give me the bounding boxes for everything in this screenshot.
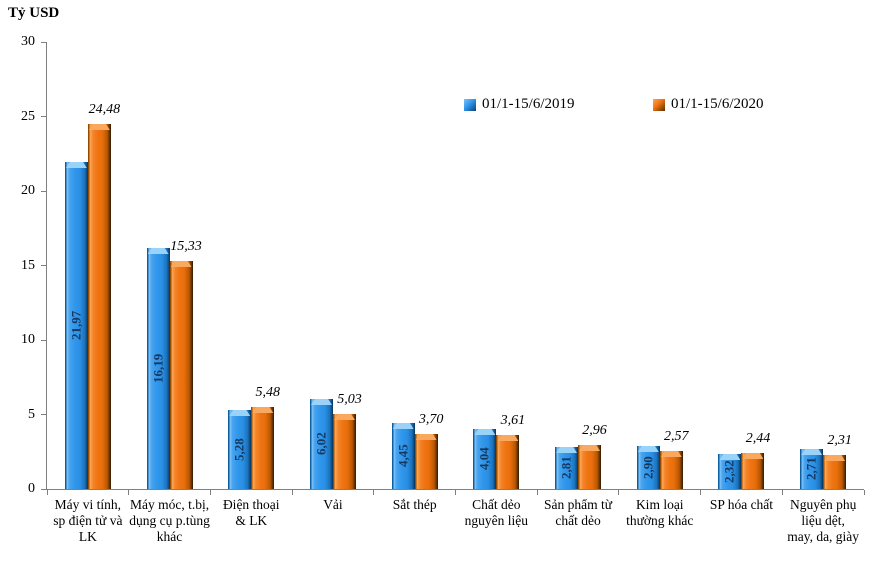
category-label: Điện thoại & LK [222,497,280,528]
bar-2020 [251,407,275,489]
x-axis-tick [781,490,783,495]
value-label-2020: 2,31 [827,433,852,448]
y-axis-tick [41,414,46,415]
y-axis-tick [41,339,46,341]
y-axis-title: Tỷ USD [8,5,60,21]
x-axis-tick [863,490,865,495]
category-label: Vải [323,497,343,512]
bar-2020 [741,453,765,489]
bar-2019: 16,19 [146,248,170,489]
y-tick-label: 10 [21,332,35,347]
value-label-2020: 2,57 [664,429,689,444]
y-tick-label: 5 [28,406,35,422]
y-tick-label: 30 [21,34,35,49]
y-axis-tick [41,41,46,43]
y-tick-label: 0 [28,481,35,496]
bar-2020 [169,261,193,489]
category-label: Chất dẻo nguyên liệu [464,497,529,528]
legend-label-2019: 01/1-15/6/2019 [482,96,575,112]
x-axis-tick [373,490,375,495]
x-axis-tick [618,490,620,495]
value-label-2020: 2,96 [582,423,607,438]
category-label: Sắt thép [392,497,437,512]
value-label-2019: 6,02 [313,432,329,456]
value-label-2020: 15,33 [170,239,202,254]
legend-item-2019: 01/1-15/6/2019 [464,96,575,113]
category-label: SP hóa chất [709,497,774,512]
bar-2019: 4,45 [391,423,415,489]
x-axis-tick [291,490,293,495]
bar-2019: 2,90 [636,446,660,489]
value-label-2019: 2,90 [640,456,656,479]
value-label-2020: 3,61 [500,413,526,428]
bar-2020 [496,435,520,489]
value-label-2019: 21,97 [68,310,84,341]
value-label-2020: 2,44 [745,431,771,446]
x-axis-tick [128,490,130,495]
y-tick-label: 20 [21,183,35,198]
value-label-2020: 3,70 [418,412,444,427]
value-label-2020: 24,48 [88,102,121,117]
value-label-2020: 5,03 [337,392,362,407]
bar-2019: 5,28 [228,410,252,489]
x-axis-tick [209,490,211,495]
x-axis-tick [700,490,702,495]
category-label: Máy móc, t.bị, dụng cụ p.tùng khác [129,497,210,544]
value-label-2019: 4,04 [476,447,492,471]
bar-2020 [659,451,683,489]
bar-2019: 6,02 [309,399,333,489]
value-label-2019: 2,32 [721,460,737,483]
x-axis-tick [536,490,538,495]
y-tick-label: 25 [21,108,35,124]
value-label-2019: 5,28 [231,438,247,461]
value-label-2019: 2,81 [558,456,574,480]
y-axis-tick [41,190,46,192]
bar-2019: 21,97 [64,162,88,489]
bar-2020 [823,455,847,489]
value-label-2019: 2,71 [803,457,819,481]
legend-label-2020: 01/1-15/6/2020 [671,96,764,112]
bar-2019: 2,71 [800,449,824,489]
legend-swatch-2020-icon [653,98,665,111]
value-label-2019: 4,45 [395,444,411,468]
legend-swatch-2019-icon [464,98,476,111]
legend-item-2020: 01/1-15/6/2020 [653,96,764,113]
x-axis-tick [455,490,456,495]
bar-2020 [578,445,602,489]
x-axis-tick [46,490,48,495]
bar-2020 [87,124,111,489]
category-label: Máy vi tính, sp điện tử và LK [53,497,123,544]
category-label: Kim loại thường khác [626,497,694,528]
value-label-2020: 5,48 [255,385,281,400]
y-tick-label: 15 [21,257,35,273]
value-label-2019: 16,19 [150,353,166,384]
bar-2019: 4,04 [473,429,497,489]
bar-2020 [332,414,356,489]
category-label: Sản phẩm từ chất dẻo [544,497,613,528]
bar-2019: 2,81 [555,447,579,489]
y-axis-tick [41,116,46,117]
y-axis-tick [41,265,46,266]
bar-2020 [414,434,438,489]
bar-2019: 2,32 [718,454,742,489]
category-label: Nguyên phụ liệu dệt, may, da, giày [787,497,860,544]
plot-area: 0 5 10 15 20 25 30 21,97 24,48 Máy vi tính, sp đi… [21,34,865,544]
y-axis-tick [41,488,46,490]
